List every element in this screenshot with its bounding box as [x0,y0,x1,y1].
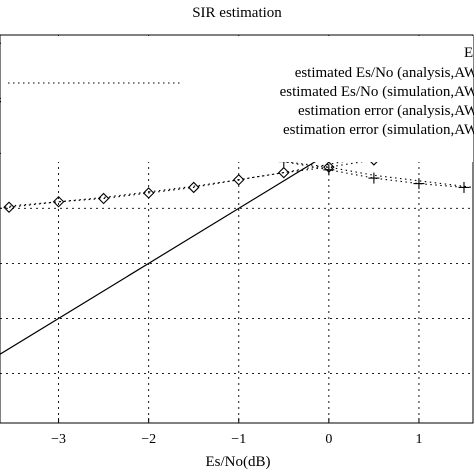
series-line [0,135,474,209]
diamond-marker [278,166,290,179]
x-tick-label: 1 [415,432,422,447]
plus-marker [413,178,425,190]
legend-label: E [464,45,473,61]
diamond-marker [323,161,335,173]
plot-frame [0,34,474,424]
diamond-marker [3,201,15,214]
legend-label: estimation error (analysis,AW [298,103,474,119]
diamond-marker [52,195,65,208]
x-tick-label: −1 [231,432,246,447]
legend-label: estimation error (simulation,AW [283,122,474,138]
diamond-marker [97,192,110,205]
diamond-marker [232,173,245,186]
x-tick-label: 0 [325,432,332,447]
plus-marker [458,181,470,193]
x-tick-label: −2 [141,432,156,447]
plus-marker [368,172,380,184]
x-axis-label: Es/No(dB) [206,454,271,470]
diamond-marker [187,181,200,194]
legend-label: estimated Es/No (simulation,AW [280,84,474,100]
series-3 [0,135,474,209]
legend-label: estimated Es/No (analysis,AW [295,65,474,81]
x-tick-label: −3 [51,432,66,447]
legend-background [1,36,473,162]
diamond-marker [142,187,155,199]
chart-title: SIR estimation [192,5,282,21]
plus-marker [323,164,335,176]
x-axis-ticks: −3 −2 −1 0 1 [51,418,422,447]
